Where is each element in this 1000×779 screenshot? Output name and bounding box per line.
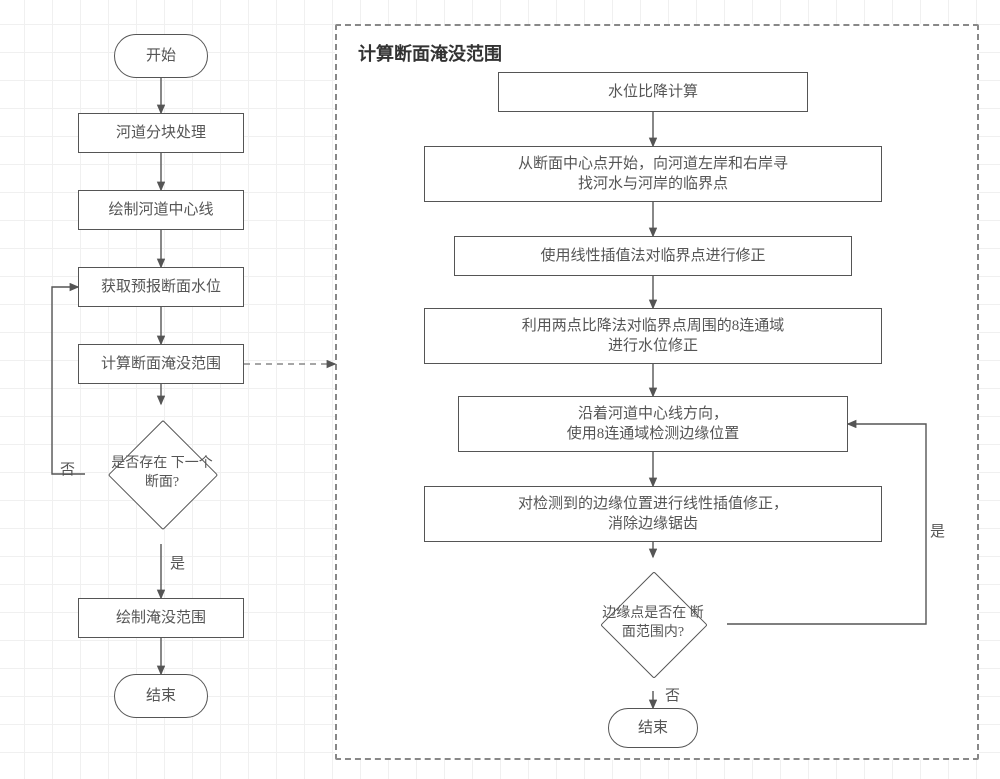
main-start: 开始 <box>114 34 208 78</box>
main-draw-range: 绘制淹没范围 <box>78 598 244 638</box>
main-start-label: 开始 <box>146 46 176 66</box>
sub-step-5-label: 沿着河道中心线方向， 使用8连通域检测边缘位置 <box>567 404 740 445</box>
sub-step-1: 水位比降计算 <box>498 72 808 112</box>
sub-step-4: 利用两点比降法对临界点周围的8连通域 进行水位修正 <box>424 308 882 364</box>
sub-step-3: 使用线性插值法对临界点进行修正 <box>454 236 852 276</box>
sub-yes-label: 是 <box>930 520 945 541</box>
main-centerline-label: 绘制河道中心线 <box>108 200 213 220</box>
main-end: 结束 <box>114 674 208 718</box>
sub-step-3-label: 使用线性插值法对临界点进行修正 <box>540 246 765 266</box>
main-yes-label: 是 <box>170 552 185 573</box>
subprocess-title: 计算断面淹没范围 <box>358 40 502 66</box>
sub-step-6-label: 对检测到的边缘位置进行线性插值修正， 消除边缘锯齿 <box>518 494 788 535</box>
sub-decision-label: 边缘点是否在 断面范围内? <box>601 605 705 643</box>
main-waterlevel-label: 获取预报断面水位 <box>101 277 221 297</box>
main-block-label: 河道分块处理 <box>116 123 206 143</box>
main-calc-inundation: 计算断面淹没范围 <box>78 344 244 384</box>
main-no-label: 否 <box>60 458 75 479</box>
sub-end-label: 结束 <box>638 718 668 738</box>
sub-step-2-label: 从断面中心点开始，向河道左岸和右岸寻 找河水与河岸的临界点 <box>518 154 788 195</box>
sub-step-6: 对检测到的边缘位置进行线性插值修正， 消除边缘锯齿 <box>424 486 882 542</box>
main-calc-inundation-label: 计算断面淹没范围 <box>101 354 221 374</box>
main-decision: 是否存在 下一个断面? <box>108 420 216 528</box>
sub-end: 结束 <box>608 708 698 748</box>
main-decision-label: 是否存在 下一个断面? <box>108 455 216 493</box>
sub-step-2: 从断面中心点开始，向河道左岸和右岸寻 找河水与河岸的临界点 <box>424 146 882 202</box>
main-centerline: 绘制河道中心线 <box>78 190 244 230</box>
sub-no-label: 否 <box>665 684 680 705</box>
sub-decision: 边缘点是否在 断面范围内? <box>601 572 705 676</box>
flowchart-canvas: 计算断面淹没范围 开始 河道分块处理 绘制河道中心线 获取预报断面水位 计算断面… <box>0 0 1000 779</box>
sub-step-1-label: 水位比降计算 <box>608 82 698 102</box>
main-end-label: 结束 <box>146 686 176 706</box>
sub-step-5: 沿着河道中心线方向， 使用8连通域检测边缘位置 <box>458 396 848 452</box>
sub-step-4-label: 利用两点比降法对临界点周围的8连通域 进行水位修正 <box>522 316 785 357</box>
main-waterlevel: 获取预报断面水位 <box>78 267 244 307</box>
main-draw-range-label: 绘制淹没范围 <box>116 608 206 628</box>
main-block: 河道分块处理 <box>78 113 244 153</box>
